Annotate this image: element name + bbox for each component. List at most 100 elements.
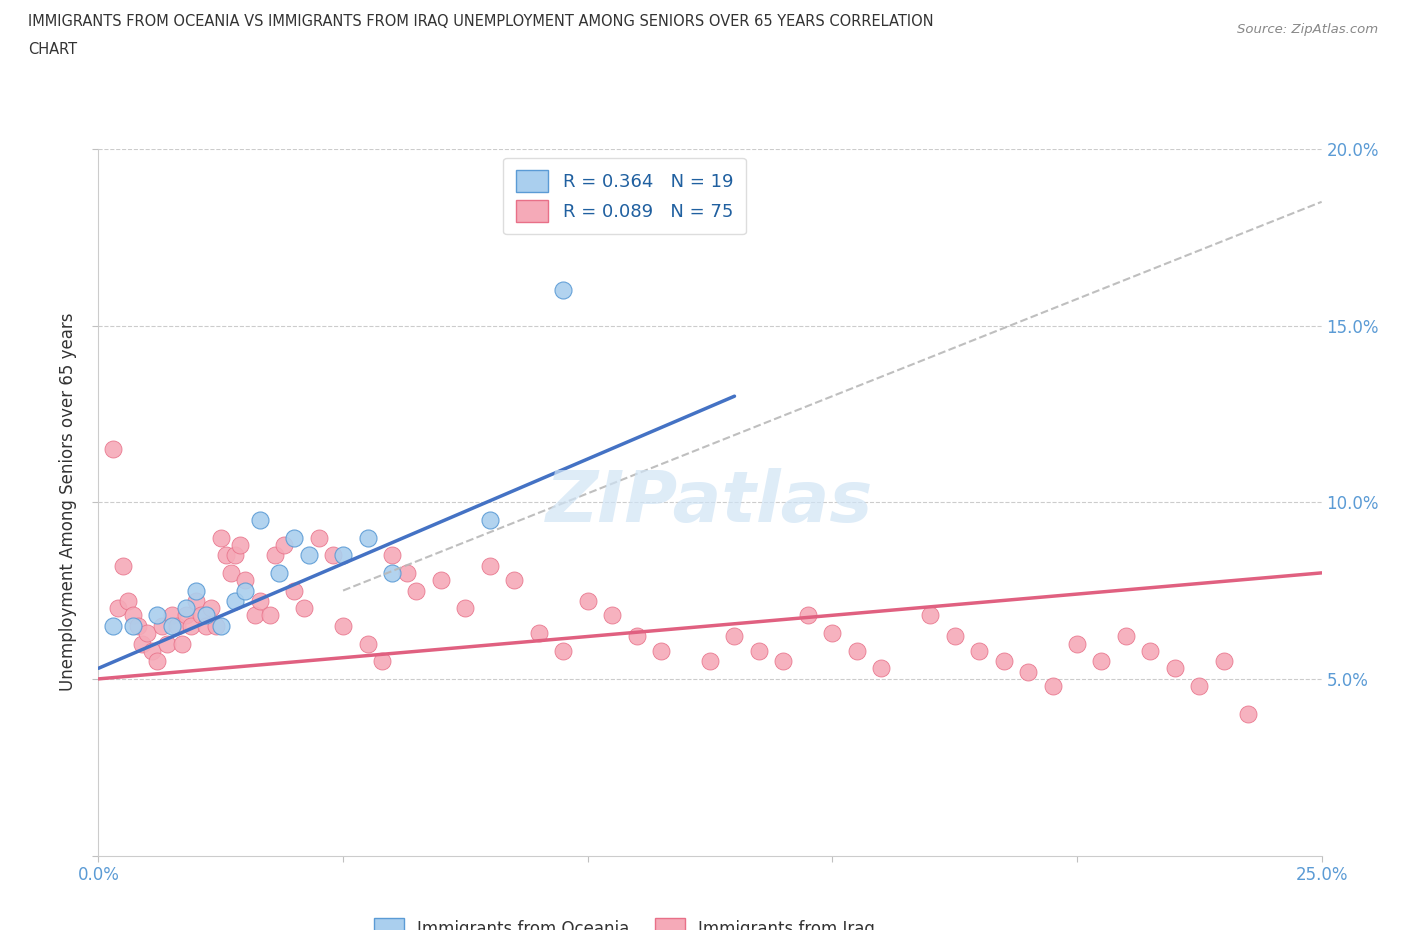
- Point: [263, 548, 285, 563]
- Point: [180, 618, 202, 633]
- Point: [101, 618, 124, 633]
- Point: [395, 565, 418, 580]
- Point: [723, 629, 745, 644]
- Point: [1090, 654, 1112, 669]
- Point: [478, 558, 501, 573]
- Point: [233, 573, 256, 588]
- Point: [845, 644, 868, 658]
- Point: [1042, 679, 1064, 694]
- Point: [1237, 707, 1260, 722]
- Point: [699, 654, 721, 669]
- Point: [249, 593, 271, 608]
- Point: [371, 654, 394, 669]
- Point: [127, 618, 149, 633]
- Point: [454, 601, 477, 616]
- Point: [214, 548, 236, 563]
- Point: [111, 558, 134, 573]
- Point: [243, 608, 266, 623]
- Point: [195, 618, 218, 633]
- Point: [190, 608, 212, 623]
- Point: [101, 442, 124, 457]
- Point: [283, 530, 305, 545]
- Point: [186, 593, 208, 608]
- Point: [121, 608, 143, 623]
- Point: [576, 593, 599, 608]
- Point: [772, 654, 794, 669]
- Point: [121, 618, 143, 633]
- Point: [650, 644, 672, 658]
- Point: [224, 548, 246, 563]
- Point: [269, 565, 291, 580]
- Text: CHART: CHART: [28, 42, 77, 57]
- Point: [160, 608, 183, 623]
- Point: [600, 608, 623, 623]
- Point: [233, 583, 256, 598]
- Point: [117, 593, 139, 608]
- Point: [967, 644, 990, 658]
- Point: [229, 538, 252, 552]
- Point: [920, 608, 942, 623]
- Point: [527, 626, 550, 641]
- Point: [146, 654, 169, 669]
- Point: [503, 573, 526, 588]
- Point: [993, 654, 1015, 669]
- Point: [136, 626, 159, 641]
- Point: [219, 565, 242, 580]
- Point: [249, 512, 271, 527]
- Point: [273, 538, 295, 552]
- Point: [356, 636, 378, 651]
- Point: [205, 618, 228, 633]
- Point: [1164, 661, 1187, 676]
- Point: [1188, 679, 1211, 694]
- Point: [332, 548, 354, 563]
- Point: [146, 608, 169, 623]
- Point: [1115, 629, 1137, 644]
- Point: [209, 618, 232, 633]
- Point: [186, 583, 208, 598]
- Point: [332, 618, 354, 633]
- Point: [797, 608, 820, 623]
- Legend: Immigrants from Oceania, Immigrants from Iraq: Immigrants from Oceania, Immigrants from…: [363, 907, 886, 930]
- Point: [821, 626, 844, 641]
- Point: [176, 601, 198, 616]
- Point: [1017, 664, 1039, 679]
- Point: [1212, 654, 1234, 669]
- Point: [224, 593, 246, 608]
- Point: [195, 608, 218, 623]
- Point: [748, 644, 770, 658]
- Y-axis label: Unemployment Among Seniors over 65 years: Unemployment Among Seniors over 65 years: [59, 313, 77, 691]
- Point: [943, 629, 966, 644]
- Point: [292, 601, 315, 616]
- Point: [283, 583, 305, 598]
- Point: [553, 644, 575, 658]
- Point: [209, 530, 232, 545]
- Point: [405, 583, 427, 598]
- Point: [1139, 644, 1161, 658]
- Point: [626, 629, 648, 644]
- Point: [170, 636, 193, 651]
- Point: [166, 618, 188, 633]
- Point: [107, 601, 129, 616]
- Point: [356, 530, 378, 545]
- Point: [478, 512, 501, 527]
- Point: [298, 548, 321, 563]
- Point: [430, 573, 453, 588]
- Point: [176, 608, 198, 623]
- Point: [141, 644, 163, 658]
- Text: IMMIGRANTS FROM OCEANIA VS IMMIGRANTS FROM IRAQ UNEMPLOYMENT AMONG SENIORS OVER : IMMIGRANTS FROM OCEANIA VS IMMIGRANTS FR…: [28, 14, 934, 29]
- Point: [381, 565, 404, 580]
- Point: [308, 530, 330, 545]
- Point: [381, 548, 404, 563]
- Point: [131, 636, 153, 651]
- Point: [150, 618, 173, 633]
- Point: [870, 661, 893, 676]
- Point: [156, 636, 179, 651]
- Point: [322, 548, 344, 563]
- Point: [200, 601, 222, 616]
- Text: ZIPatlas: ZIPatlas: [547, 468, 873, 537]
- Point: [259, 608, 281, 623]
- Point: [1066, 636, 1088, 651]
- Point: [160, 618, 183, 633]
- Point: [553, 283, 575, 298]
- Text: Source: ZipAtlas.com: Source: ZipAtlas.com: [1237, 23, 1378, 36]
